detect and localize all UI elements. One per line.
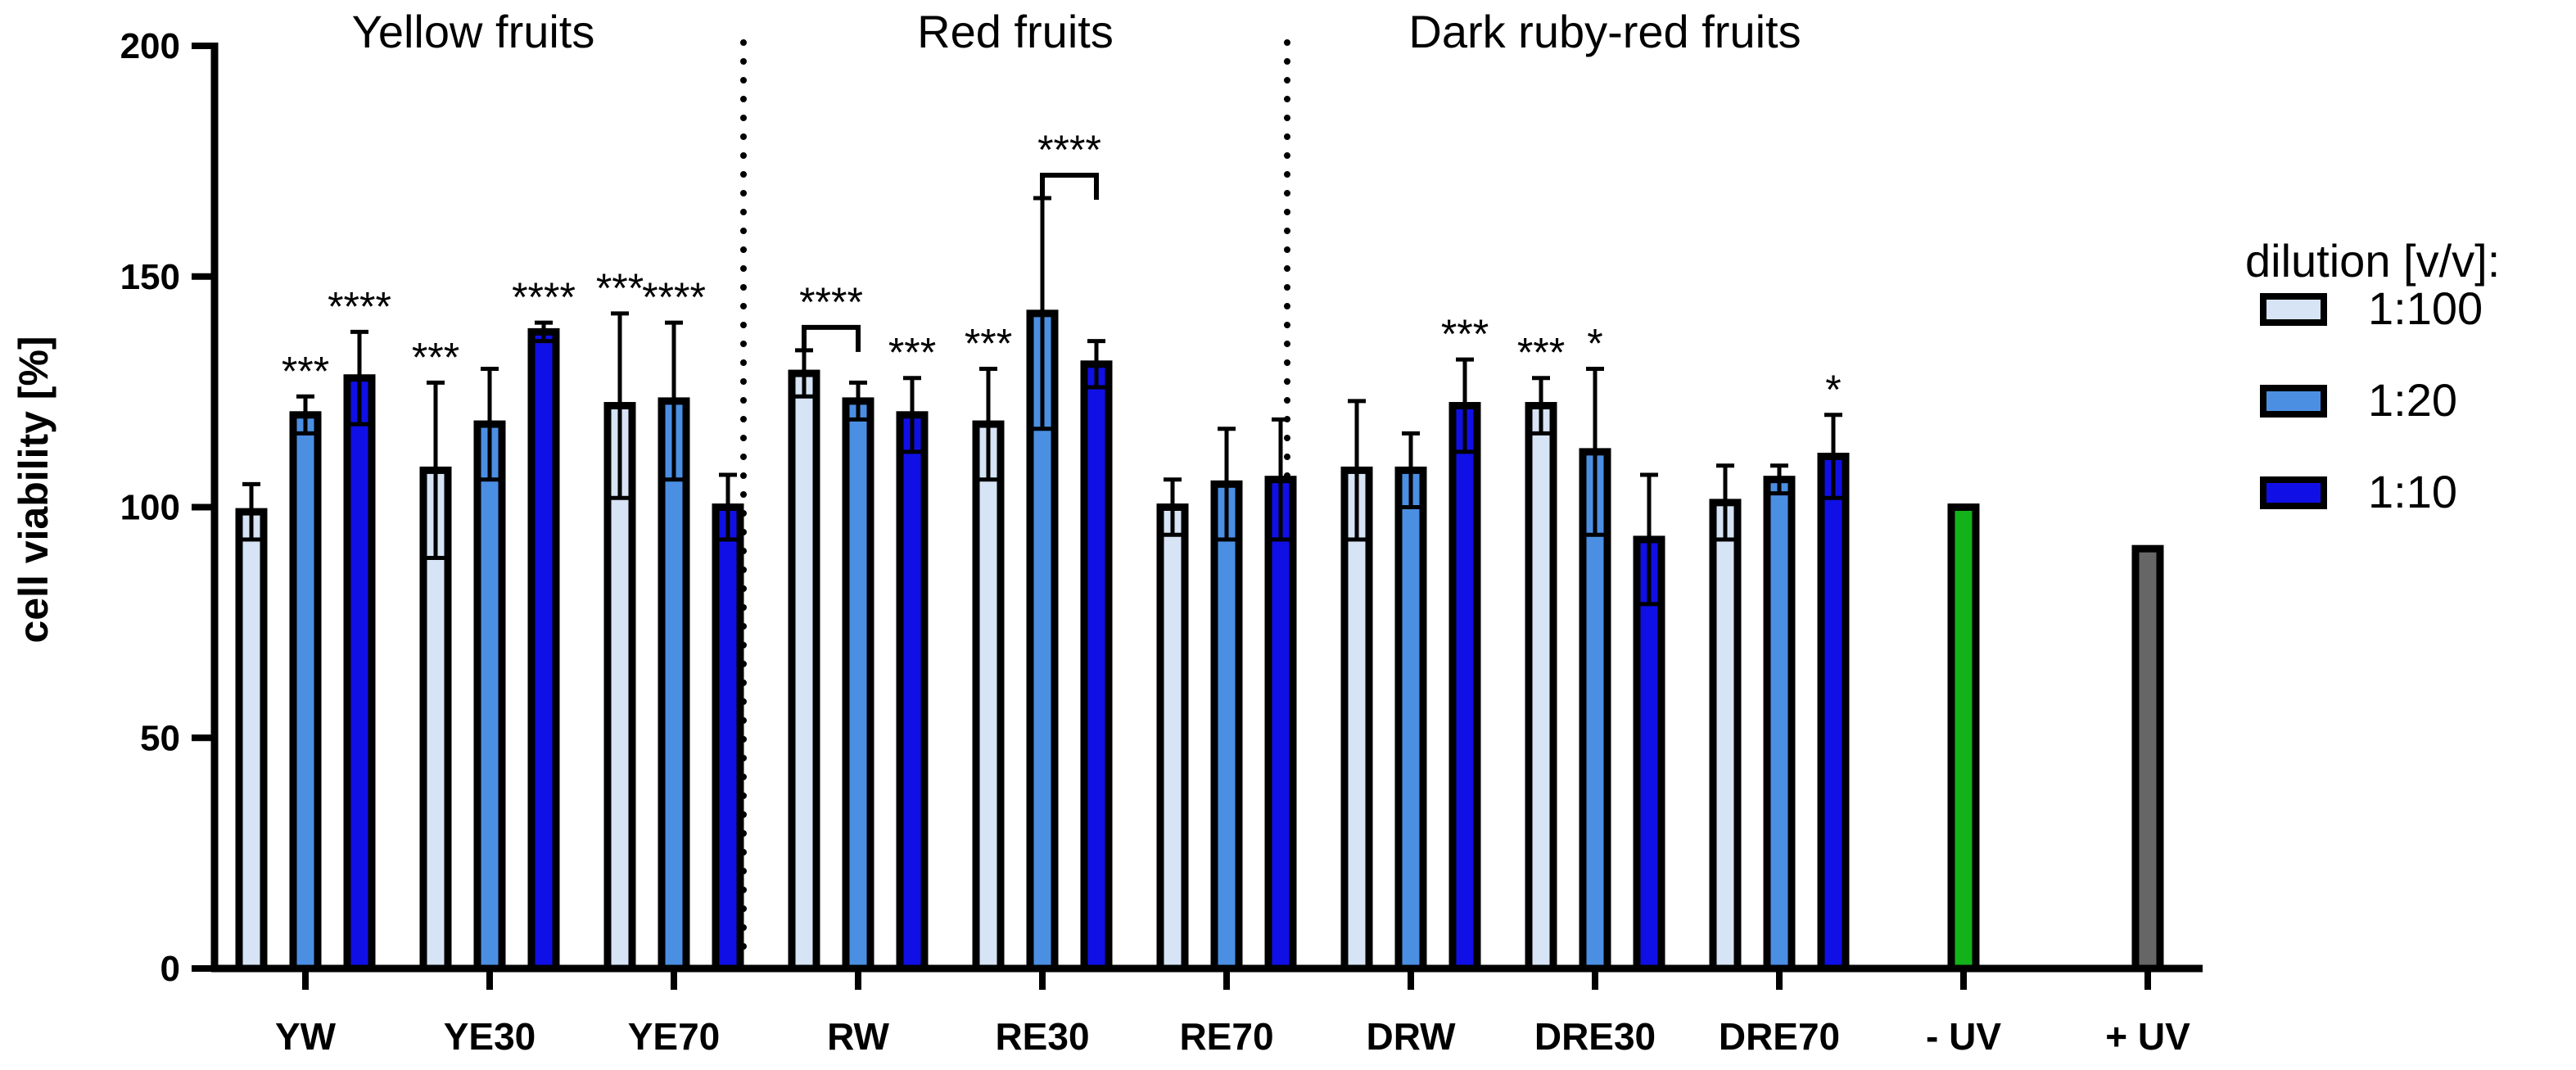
x-tick-label-ye70: YE70 xyxy=(628,1015,721,1058)
bar-dre70-1-10 xyxy=(1817,453,1850,973)
x-tick-label-re30: RE30 xyxy=(995,1015,1089,1058)
legend-label-1-100: 1:100 xyxy=(2368,282,2483,334)
bar-re30-1-10 xyxy=(1080,360,1113,973)
bar-control-uv xyxy=(1947,503,1980,973)
bar-ye70-1-10 xyxy=(712,503,744,973)
significance-markers: ************** ******* ******* ********** **… xyxy=(282,127,1842,413)
legend-swatch-1-20 xyxy=(2260,385,2327,418)
y-tick-label-50: 50 xyxy=(140,718,180,758)
bar-ye30-1-10 xyxy=(527,327,560,973)
legend-swatch-1-10 xyxy=(2260,476,2327,509)
bar-ye70-1-20 xyxy=(658,397,690,973)
significance-label-ye70-1-20: **** xyxy=(642,274,706,320)
significance-label-drw-1-10: *** xyxy=(1441,311,1489,357)
significance-label-rw-bracket: **** xyxy=(799,279,863,325)
y-tick-label-200: 200 xyxy=(120,26,180,66)
bar-yw-1-20 xyxy=(289,411,322,973)
group-title-yellow: Yellow fruits xyxy=(352,6,595,57)
significance-label-re30-1-100: *** xyxy=(965,320,1012,366)
group-title-dark-ruby: Dark ruby-red fruits xyxy=(1408,6,1801,57)
x-tick-label-uv: + UV xyxy=(2105,1015,2190,1058)
bar-rw-1-100 xyxy=(788,369,820,973)
significance-label-dre30-1-100: *** xyxy=(1517,330,1565,376)
x-tick-label-ye30: YE30 xyxy=(444,1015,536,1058)
bar-rw-1-10 xyxy=(896,411,929,973)
bar-dre30-1-100 xyxy=(1525,402,1557,973)
bar-dre70-1-100 xyxy=(1709,499,1742,973)
significance-label-ye30-1-10: **** xyxy=(512,274,576,320)
group-separators xyxy=(740,39,1290,963)
group-title-red: Red fruits xyxy=(917,6,1114,57)
x-tick-label-dre30: DRE30 xyxy=(1534,1015,1656,1058)
significance-label-rw-1-10: *** xyxy=(888,330,936,376)
x-tick-label-rw: RW xyxy=(827,1015,889,1058)
bar-rw-1-20 xyxy=(842,397,874,973)
legend-label-1-20: 1:20 xyxy=(2368,374,2457,426)
bar-yw-1-10 xyxy=(343,374,376,973)
y-tick-label-0: 0 xyxy=(160,949,180,989)
legend-label-1-10: 1:10 xyxy=(2368,466,2457,517)
significance-label-dre30-1-20: * xyxy=(1587,320,1602,366)
legend-swatch-1-100 xyxy=(2260,293,2327,326)
x-tick-label-uv: - UV xyxy=(1926,1015,2001,1058)
bar-drw-1-20 xyxy=(1394,466,1427,973)
significance-bracket-rw xyxy=(802,324,861,352)
bars xyxy=(235,309,2164,973)
bar-re70-1-10 xyxy=(1264,476,1297,973)
x-tick-label-yw: YW xyxy=(275,1015,337,1058)
axes: 0 50 100 150 200 YW YE30 YE70 RW RE30 RE70 DRW DRE30… xyxy=(120,26,2203,1058)
bar-yw-1-100 xyxy=(235,508,268,973)
bar-drw-1-100 xyxy=(1340,466,1373,973)
significance-label-yw-1-10: **** xyxy=(328,283,391,329)
y-tick-label-150: 150 xyxy=(120,257,180,297)
x-tick-label-drw: DRW xyxy=(1366,1015,1456,1058)
legend-title: dilution [v/v]: xyxy=(2245,235,2500,287)
bar-re70-1-100 xyxy=(1156,503,1189,973)
legend: dilution [v/v]: 1:100 1:20 1:10 xyxy=(2245,235,2500,517)
significance-label-ye30-1-100: *** xyxy=(412,334,459,380)
bar-dre70-1-20 xyxy=(1763,476,1796,973)
y-axis-label: cell viability [%] xyxy=(11,336,56,643)
bar-re30-1-100 xyxy=(972,420,1005,973)
significance-label-re30-bracket: **** xyxy=(1037,127,1101,173)
error-bars xyxy=(242,196,1842,607)
bar-control-uv xyxy=(2131,544,2164,973)
x-tick-label-re70: RE70 xyxy=(1179,1015,1273,1058)
bar-ye30-1-20 xyxy=(473,420,506,973)
y-tick-label-100: 100 xyxy=(120,488,180,528)
bar-re70-1-20 xyxy=(1210,480,1243,973)
significance-bracket-re30 xyxy=(1040,172,1099,200)
x-tick-label-dre70: DRE70 xyxy=(1719,1015,1840,1058)
significance-label-ye70-1-100: *** xyxy=(596,265,644,311)
significance-label-yw-1-20: *** xyxy=(282,348,329,394)
significance-label-dre70-1-10: * xyxy=(1825,367,1841,413)
bar-drw-1-10 xyxy=(1448,402,1481,973)
